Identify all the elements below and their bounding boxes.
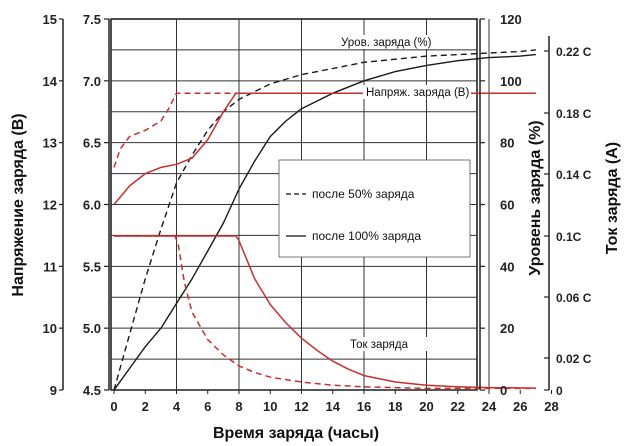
axes: 0 2 4 6 8 10 12 14 16 18 20 22 24 26 2891011121314154.… — [43, 12, 592, 414]
voltage-6v-tick-label: 7.0 — [83, 74, 101, 89]
charge-level-tick-label: 120 — [500, 12, 522, 27]
annotation-voltage: Напряж. заряда (В) — [366, 87, 469, 99]
annotation-bg-voltage — [363, 85, 471, 99]
current-tick-label: 0.22 C — [556, 45, 592, 59]
voltage-6v-tick-label: 6.5 — [83, 136, 101, 151]
series-current-solid — [114, 235, 536, 389]
x-tick-label: 0 — [110, 399, 117, 414]
voltage-6v-tick-label: 7.5 — [83, 12, 101, 27]
charge-level-tick-label: 60 — [500, 198, 514, 213]
voltage-12v-tick-label: 13 — [43, 136, 57, 151]
voltage-12v-tick-label: 14 — [43, 74, 58, 89]
annotation-bg-charge-level — [338, 35, 445, 49]
annotation-bg-current — [347, 337, 431, 351]
x-tick-label: 12 — [294, 399, 308, 414]
x-tick-label: 14 — [326, 399, 341, 414]
series-lines — [113, 49, 536, 391]
x-axis-title: Время заряда (часы) — [213, 425, 379, 442]
x-tick-label: 16 — [357, 399, 371, 414]
legend-label-100: после 100% заряда — [312, 229, 421, 243]
x-tick-label: 18 — [388, 399, 402, 414]
current-tick-label: 0.18 C — [556, 107, 592, 121]
charge-level-tick-label: 0 — [500, 383, 507, 398]
legend-box — [278, 159, 471, 258]
voltage-12v-tick-label: 12 — [43, 198, 57, 213]
charge-level-tick-label: 80 — [500, 136, 514, 151]
x-tick-label: 20 — [419, 399, 433, 414]
series-charge_level-solid — [113, 53, 536, 391]
voltage-6v-tick-label: 6.0 — [83, 198, 101, 213]
current-axis-title: Ток заряда (A) — [604, 142, 621, 254]
current-tick-label: 0 — [556, 384, 563, 398]
series-current-dashed — [114, 235, 536, 390]
x-tick-label: 28 — [544, 399, 558, 414]
charge-level-axis-title: Уровень заряда (%) — [527, 120, 544, 275]
current-tick-label: 0.1C — [556, 230, 582, 244]
x-tick-label: 26 — [513, 399, 527, 414]
current-tick-label: 0.14 C — [556, 168, 592, 182]
voltage-12v-tick-label: 10 — [43, 321, 57, 336]
voltage-12v-tick-label: 15 — [43, 12, 57, 27]
x-tick-label: 2 — [142, 399, 149, 414]
current-tick-label: 0.06 C — [556, 291, 592, 305]
voltage-12v-tick-label: 11 — [43, 259, 57, 274]
voltage-6v-tick-label: 5.0 — [83, 321, 101, 336]
x-tick-label: 22 — [451, 399, 465, 414]
voltage-6v-tick-label: 5.5 — [83, 259, 101, 274]
charge-level-tick-label: 100 — [500, 74, 522, 89]
current-tick-label: 0.02 C — [556, 352, 592, 366]
voltage-12v-tick-label: 9 — [50, 383, 57, 398]
voltage-6v-tick-label: 4.5 — [83, 383, 101, 398]
x-tick-label: 8 — [235, 399, 242, 414]
annotation-charge-level: Уров. заряда (%) — [341, 37, 432, 49]
series-voltage-solid — [113, 92, 536, 205]
annotation-current: Ток заряда — [350, 339, 409, 351]
legend-label-50: после 50% заряда — [312, 187, 415, 201]
series-voltage-dashed — [113, 92, 536, 168]
x-tick-label: 24 — [482, 399, 497, 414]
x-tick-label: 6 — [204, 399, 211, 414]
voltage-axis-title: Напряжение заряда (В) — [10, 113, 27, 296]
x-tick-label: 4 — [173, 399, 181, 414]
charge-level-tick-label: 40 — [500, 259, 514, 274]
charge-level-tick-label: 20 — [500, 321, 514, 336]
x-tick-label: 10 — [263, 399, 277, 414]
